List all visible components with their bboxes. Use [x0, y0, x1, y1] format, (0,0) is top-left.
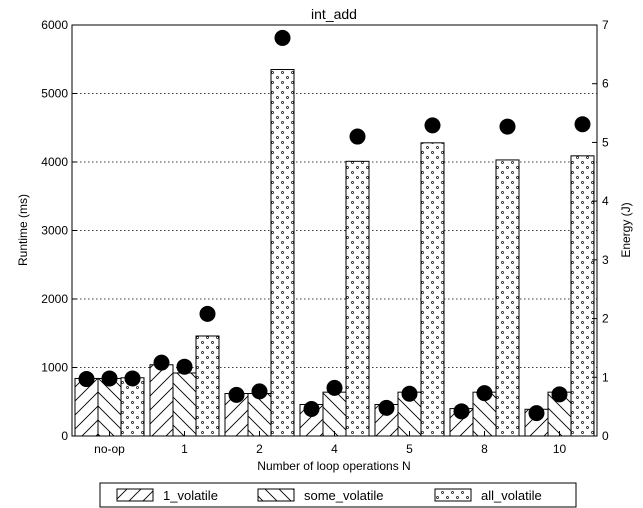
energy-point	[303, 400, 320, 417]
y-tick-label: 1000	[41, 361, 68, 375]
energy-point	[528, 405, 545, 422]
x-tick-label: 10	[553, 442, 567, 456]
bar	[270, 69, 295, 437]
y2-tick-label: 7	[602, 18, 609, 32]
energy-point	[453, 403, 470, 420]
legend-swatch	[434, 488, 472, 502]
y-tick-label: 6000	[41, 18, 68, 32]
y2-axis-label: Energy (J)	[619, 202, 633, 257]
legend-swatch	[116, 488, 154, 502]
x-tick-label: 2	[256, 442, 263, 456]
bar	[172, 372, 197, 437]
energy-point	[424, 117, 441, 134]
y-tick-label: 4000	[41, 155, 68, 169]
legend: 1_volatile some_volatile all_volatile	[99, 482, 577, 508]
energy-point	[551, 386, 568, 403]
x-tick-label: 4	[331, 442, 338, 456]
energy-point	[401, 385, 418, 402]
x-axis-label: Number of loop operations N	[257, 459, 410, 473]
y-tick-label: 3000	[41, 224, 68, 238]
bar	[420, 142, 445, 437]
legend-swatch	[257, 488, 295, 502]
bar	[322, 391, 347, 437]
energy-point	[349, 128, 366, 145]
x-tick-label: 5	[406, 442, 413, 456]
bar	[74, 377, 99, 437]
energy-point	[78, 371, 95, 388]
energy-point	[176, 358, 193, 375]
energy-point	[199, 305, 216, 322]
energy-points	[78, 29, 591, 422]
y2-tick-label: 5	[602, 135, 609, 149]
x-axis: no-op 1 2 4 5 8 10	[94, 431, 566, 456]
legend-label: 1_volatile	[163, 488, 218, 503]
bar	[149, 364, 174, 437]
bar	[570, 155, 595, 437]
bar	[195, 335, 220, 437]
energy-point	[326, 379, 343, 396]
bar	[247, 393, 272, 437]
y-axis-left: 0 1000 2000 3000 4000 5000 6000	[41, 18, 77, 443]
energy-point	[251, 383, 268, 400]
y-tick-label: 0	[61, 429, 68, 443]
energy-point	[378, 399, 395, 416]
energy-point	[101, 370, 118, 387]
energy-point	[153, 354, 170, 371]
bar	[495, 159, 520, 437]
energy-point	[274, 29, 291, 46]
energy-point	[499, 118, 516, 135]
legend-label: all_volatile	[481, 488, 542, 503]
energy-point	[476, 385, 493, 402]
x-tick-label: 1	[181, 442, 188, 456]
energy-point	[124, 370, 141, 387]
bar	[345, 160, 370, 437]
bar	[120, 377, 145, 437]
energy-point	[574, 116, 591, 133]
y-axis-label: Runtime (ms)	[16, 194, 30, 266]
bar	[97, 377, 122, 437]
y2-tick-label: 1	[602, 370, 609, 384]
legend-label: some_volatile	[304, 488, 384, 503]
y2-tick-label: 3	[602, 253, 609, 267]
y2-tick-label: 4	[602, 194, 609, 208]
y-tick-label: 2000	[41, 292, 68, 306]
y2-tick-label: 2	[602, 312, 609, 326]
legend-box	[99, 482, 577, 508]
chart-title: int_add	[311, 6, 357, 22]
x-tick-label: 8	[481, 442, 488, 456]
y-tick-label: 5000	[41, 87, 68, 101]
y2-tick-label: 0	[602, 429, 609, 443]
x-tick-label: no-op	[94, 442, 125, 456]
y-axis-right: 0 1 2 3 4 5 6 7	[592, 18, 609, 443]
y2-tick-label: 6	[602, 77, 609, 91]
bars	[74, 69, 595, 437]
energy-point	[228, 386, 245, 403]
